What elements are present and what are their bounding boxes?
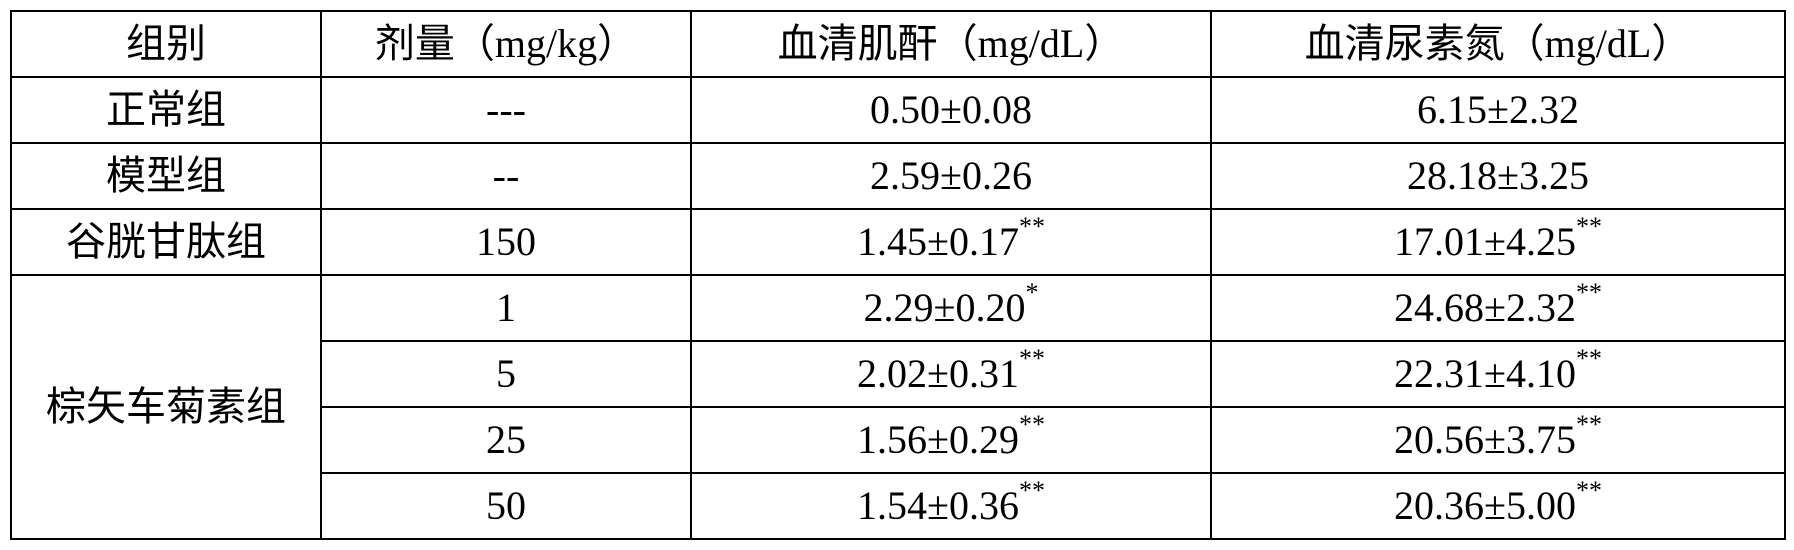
cell-scr: 1.56±0.29** (691, 407, 1211, 473)
cell-bun: 6.15±2.32 (1211, 77, 1785, 143)
cell-scr-value: 2.59±0.26 (870, 153, 1032, 198)
cell-bun: 24.68±2.32** (1211, 275, 1785, 341)
cell-dose: -- (321, 143, 691, 209)
cell-group: 谷胱甘肽组 (11, 209, 321, 275)
cell-scr-sup: ** (1019, 212, 1045, 241)
data-table: 组别 剂量（mg/kg） 血清肌酐（mg/dL） 血清尿素氮（mg/dL） 正常… (10, 10, 1786, 540)
cell-group: 棕矢车菊素组 (11, 275, 321, 539)
cell-dose: 5 (321, 341, 691, 407)
cell-bun: 28.18±3.25 (1211, 143, 1785, 209)
cell-bun-value: 20.36±5.00 (1394, 483, 1576, 528)
cell-scr-value: 1.45±0.17 (857, 219, 1019, 264)
table-row: 模型组 -- 2.59±0.26 28.18±3.25 (11, 143, 1785, 209)
header-row: 组别 剂量（mg/kg） 血清肌酐（mg/dL） 血清尿素氮（mg/dL） (11, 11, 1785, 77)
cell-scr: 1.54±0.36** (691, 473, 1211, 539)
cell-bun: 22.31±4.10** (1211, 341, 1785, 407)
cell-scr-sup: * (1025, 278, 1038, 307)
cell-bun-value: 17.01±4.25 (1394, 219, 1576, 264)
cell-dose: 25 (321, 407, 691, 473)
cell-bun-value: 24.68±2.32 (1394, 285, 1576, 330)
cell-dose: 1 (321, 275, 691, 341)
table-row: 棕矢车菊素组 1 2.29±0.20* 24.68±2.32** (11, 275, 1785, 341)
cell-bun-sup: ** (1576, 410, 1602, 439)
cell-dose: --- (321, 77, 691, 143)
table-row: 谷胱甘肽组 150 1.45±0.17** 17.01±4.25** (11, 209, 1785, 275)
cell-scr-value: 2.29±0.20 (864, 285, 1026, 330)
cell-dose: 50 (321, 473, 691, 539)
cell-bun-value: 20.56±3.75 (1394, 417, 1576, 462)
cell-scr: 2.02±0.31** (691, 341, 1211, 407)
cell-scr: 0.50±0.08 (691, 77, 1211, 143)
cell-bun-sup: ** (1576, 278, 1602, 307)
header-scr: 血清肌酐（mg/dL） (691, 11, 1211, 77)
cell-scr: 2.29±0.20* (691, 275, 1211, 341)
cell-bun-sup: ** (1576, 212, 1602, 241)
cell-scr-value: 2.02±0.31 (857, 351, 1019, 396)
header-group: 组别 (11, 11, 321, 77)
cell-scr-value: 1.54±0.36 (857, 483, 1019, 528)
header-bun: 血清尿素氮（mg/dL） (1211, 11, 1785, 77)
cell-scr-sup: ** (1019, 410, 1045, 439)
cell-bun: 20.36±5.00** (1211, 473, 1785, 539)
cell-dose: 150 (321, 209, 691, 275)
cell-group: 模型组 (11, 143, 321, 209)
cell-bun-sup: ** (1576, 344, 1602, 373)
cell-bun-value: 28.18±3.25 (1407, 153, 1589, 198)
cell-scr-sup: ** (1019, 344, 1045, 373)
cell-scr-value: 0.50±0.08 (870, 87, 1032, 132)
table-row: 正常组 --- 0.50±0.08 6.15±2.32 (11, 77, 1785, 143)
header-dose: 剂量（mg/kg） (321, 11, 691, 77)
cell-scr-value: 1.56±0.29 (857, 417, 1019, 462)
cell-bun-value: 22.31±4.10 (1394, 351, 1576, 396)
cell-bun-sup: ** (1576, 476, 1602, 505)
cell-bun-value: 6.15±2.32 (1417, 87, 1579, 132)
cell-scr: 2.59±0.26 (691, 143, 1211, 209)
cell-bun: 17.01±4.25** (1211, 209, 1785, 275)
cell-scr-sup: ** (1019, 476, 1045, 505)
cell-bun: 20.56±3.75** (1211, 407, 1785, 473)
cell-scr: 1.45±0.17** (691, 209, 1211, 275)
cell-group: 正常组 (11, 77, 321, 143)
